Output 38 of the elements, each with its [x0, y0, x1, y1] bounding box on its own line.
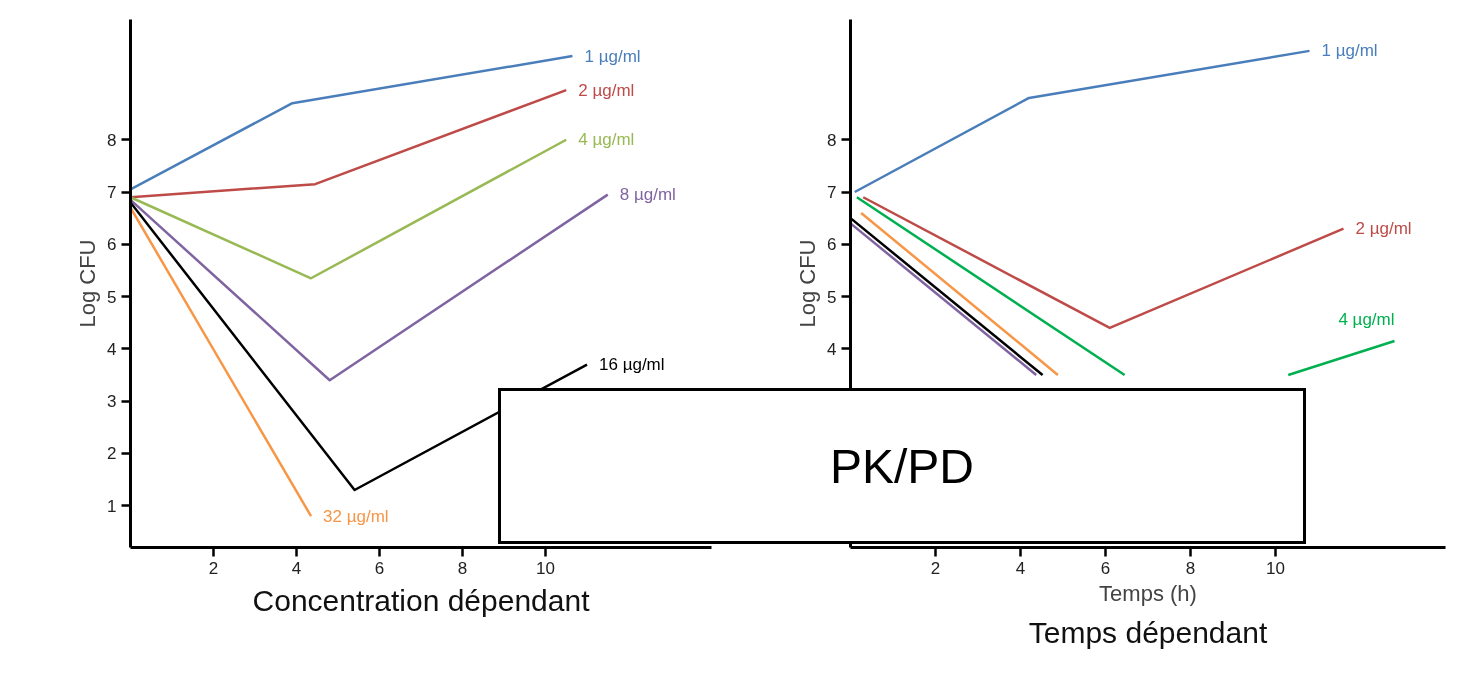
- series-label: 32 µg/ml: [323, 506, 389, 526]
- y-tick-label: 5: [107, 287, 117, 307]
- y-tick-label: 7: [107, 183, 117, 203]
- x-tick-label: 4: [291, 558, 302, 578]
- x-tick-label: 4: [1015, 558, 1026, 578]
- y-tick-label: 8: [827, 130, 837, 150]
- y-tick-label: 6: [827, 235, 837, 255]
- x-tick-label: 2: [930, 558, 941, 578]
- y-axis-title: Log CFU: [795, 239, 821, 328]
- series-label: 4 µg/ml: [578, 130, 635, 150]
- y-tick-label: 3: [107, 392, 117, 412]
- x-tick-label: 8: [1185, 558, 1196, 578]
- series-label: 2 µg/ml: [1355, 219, 1412, 239]
- series-label: 16 µg/ml: [599, 355, 665, 375]
- series-label: 1 µg/ml: [584, 46, 641, 66]
- y-tick-label: 6: [107, 235, 117, 255]
- series-label: 8 µg/ml: [619, 185, 676, 205]
- y-axis-title: Log CFU: [75, 239, 101, 328]
- y-tick-label: 8: [107, 130, 117, 150]
- y-tick-label: 2: [107, 444, 117, 464]
- x-tick-label: 6: [1100, 558, 1111, 578]
- y-tick-label: 5: [827, 287, 837, 307]
- y-tick-label: 4: [107, 339, 117, 359]
- x-tick-label: 10: [1266, 558, 1285, 578]
- y-tick-label: 1: [107, 496, 117, 516]
- x-tick-label: 6: [374, 558, 385, 578]
- series-label: 1 µg/ml: [1321, 41, 1378, 61]
- note: PK/PD: [498, 388, 1306, 544]
- x-axis-title: Temps (h): [1099, 580, 1197, 606]
- text: Concentration dépendant: [252, 583, 591, 617]
- series-label: 2 µg/ml: [578, 80, 635, 100]
- y-tick-label: 7: [827, 183, 837, 203]
- x-tick-label: 2: [208, 558, 219, 578]
- x-tick-label: 10: [536, 558, 555, 578]
- x-tick-label: 8: [457, 558, 468, 578]
- y-tick-label: 4: [827, 339, 837, 359]
- text: Temps dépendant: [1028, 615, 1268, 649]
- series-label: 4 µg/ml: [1338, 310, 1395, 329]
